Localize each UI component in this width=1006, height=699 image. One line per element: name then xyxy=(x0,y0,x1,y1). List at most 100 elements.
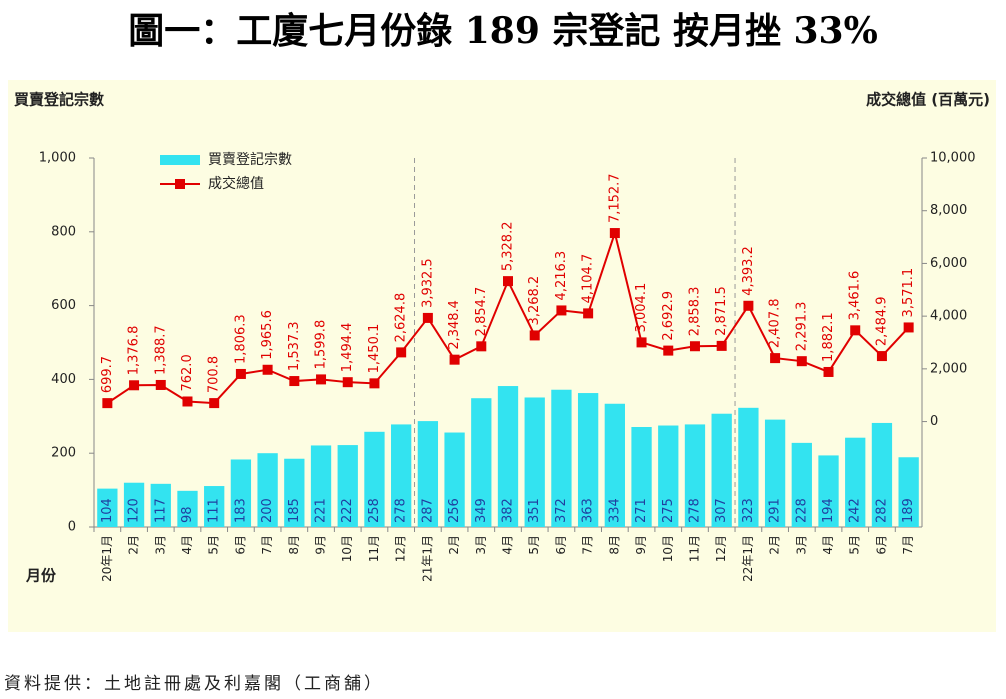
line-marker xyxy=(102,398,113,409)
x-tick-label: 12月 xyxy=(714,535,728,562)
bar xyxy=(818,455,839,527)
bar-value-label: 349 xyxy=(474,498,489,523)
bar-value-label: 104 xyxy=(100,498,115,523)
line-value-label: 1,537.3 xyxy=(287,321,302,371)
line-value-label: 3,004.1 xyxy=(634,283,649,333)
x-tick-label: 7月 xyxy=(581,535,595,555)
bar-value-label: 242 xyxy=(848,498,863,523)
x-tick-label: 9月 xyxy=(314,535,328,555)
y2-tick-label: 2,000 xyxy=(930,361,967,376)
legend-swatch xyxy=(160,155,200,165)
y-axis-label: 買賣登記宗數 xyxy=(14,91,104,109)
y2-axis-label: 成交總值 (百萬元) xyxy=(866,91,990,109)
line-marker xyxy=(182,396,193,407)
x-tick-label: 21年1月 xyxy=(420,535,434,582)
bar xyxy=(337,445,358,527)
bar xyxy=(898,457,919,527)
bar xyxy=(284,458,305,527)
x-tick-label: 2月 xyxy=(768,535,782,555)
x-tick-label: 6月 xyxy=(554,535,568,555)
y-tick-label: 0 xyxy=(68,520,76,535)
line-value-label: 4,104.7 xyxy=(581,254,596,304)
y-tick-label: 400 xyxy=(51,372,76,387)
bar-value-label: 278 xyxy=(394,498,409,523)
line-value-label: 2,484.9 xyxy=(874,296,889,346)
x-tick-label: 22年1月 xyxy=(741,535,755,582)
x-tick-label: 11月 xyxy=(687,535,701,562)
bar xyxy=(497,386,519,527)
bar xyxy=(711,413,732,527)
x-tick-label: 8月 xyxy=(607,535,621,555)
bar xyxy=(257,453,278,527)
x-axis-label: 月份 xyxy=(25,567,57,585)
x-tick-label: 6月 xyxy=(874,535,888,555)
line-value-label: 1,376.8 xyxy=(127,326,142,376)
line-value-label: 4,393.2 xyxy=(741,246,756,296)
bar-value-label: 363 xyxy=(581,498,596,523)
bar-value-label: 194 xyxy=(821,498,836,523)
bar-value-label: 278 xyxy=(687,498,702,523)
bar xyxy=(471,398,492,527)
bar-value-label: 382 xyxy=(501,498,516,523)
bar-value-label: 183 xyxy=(233,498,248,523)
bar xyxy=(177,490,198,527)
line-value-label: 2,291.3 xyxy=(794,302,809,352)
bar-value-label: 307 xyxy=(714,498,729,523)
x-tick-label: 7月 xyxy=(260,535,274,555)
x-tick-label: 7月 xyxy=(901,535,915,555)
bar-value-label: 291 xyxy=(768,498,783,523)
line-value-label: 1,882.1 xyxy=(821,312,836,362)
line-value-label: 2,692.9 xyxy=(661,291,676,341)
line-value-label: 3,461.6 xyxy=(848,271,863,321)
x-tick-label: 11月 xyxy=(367,535,381,562)
legend-label: 買賣登記宗數 xyxy=(208,151,292,168)
x-tick-label: 8月 xyxy=(287,535,301,555)
legend-marker xyxy=(175,179,185,189)
x-tick-label: 10月 xyxy=(340,535,354,562)
bar-value-label: 221 xyxy=(314,498,329,523)
line-value-label: 3,268.2 xyxy=(527,276,542,326)
x-tick-label: 2月 xyxy=(127,535,141,555)
line-marker xyxy=(796,356,807,367)
line-marker xyxy=(663,345,674,356)
bar xyxy=(845,437,866,527)
line-value-label: 1,450.1 xyxy=(367,324,382,374)
line-value-label: 2,407.8 xyxy=(768,298,783,348)
y2-tick-label: 0 xyxy=(930,414,938,429)
bar-value-label: 271 xyxy=(634,498,649,523)
line-marker xyxy=(609,228,620,239)
y2-tick-label: 6,000 xyxy=(930,256,967,271)
line-marker xyxy=(716,340,727,351)
line-marker xyxy=(316,374,327,385)
line-marker xyxy=(476,341,487,352)
bar xyxy=(444,432,465,527)
line-marker xyxy=(529,330,540,341)
bar-value-label: 120 xyxy=(127,498,142,523)
bar-value-label: 275 xyxy=(661,498,676,523)
line-value-label: 700.8 xyxy=(207,356,222,393)
bar-value-label: 111 xyxy=(207,498,222,523)
x-tick-label: 3月 xyxy=(153,535,167,555)
line-value-label: 5,328.2 xyxy=(501,222,516,272)
bar-value-label: 287 xyxy=(420,498,435,523)
bar xyxy=(150,483,171,527)
bar xyxy=(230,459,252,527)
line-marker xyxy=(689,341,700,352)
line-value-label: 2,348.4 xyxy=(447,300,462,350)
bar-value-label: 334 xyxy=(607,498,622,523)
bar-value-label: 256 xyxy=(447,498,462,523)
bar-value-label: 228 xyxy=(794,498,809,523)
line-marker xyxy=(369,378,380,389)
line-marker xyxy=(503,276,513,287)
line-marker xyxy=(876,351,887,362)
bar xyxy=(658,425,679,527)
x-tick-label: 4月 xyxy=(180,535,194,555)
line-value-label: 2,624.8 xyxy=(394,293,409,343)
line-marker xyxy=(903,322,914,333)
x-tick-label: 9月 xyxy=(634,535,648,555)
line-marker xyxy=(449,354,460,365)
bar-value-label: 282 xyxy=(874,498,889,523)
source-note: 資料提供：土地註冊處及利嘉閣（工商舖） xyxy=(4,674,384,694)
bar xyxy=(791,442,812,527)
